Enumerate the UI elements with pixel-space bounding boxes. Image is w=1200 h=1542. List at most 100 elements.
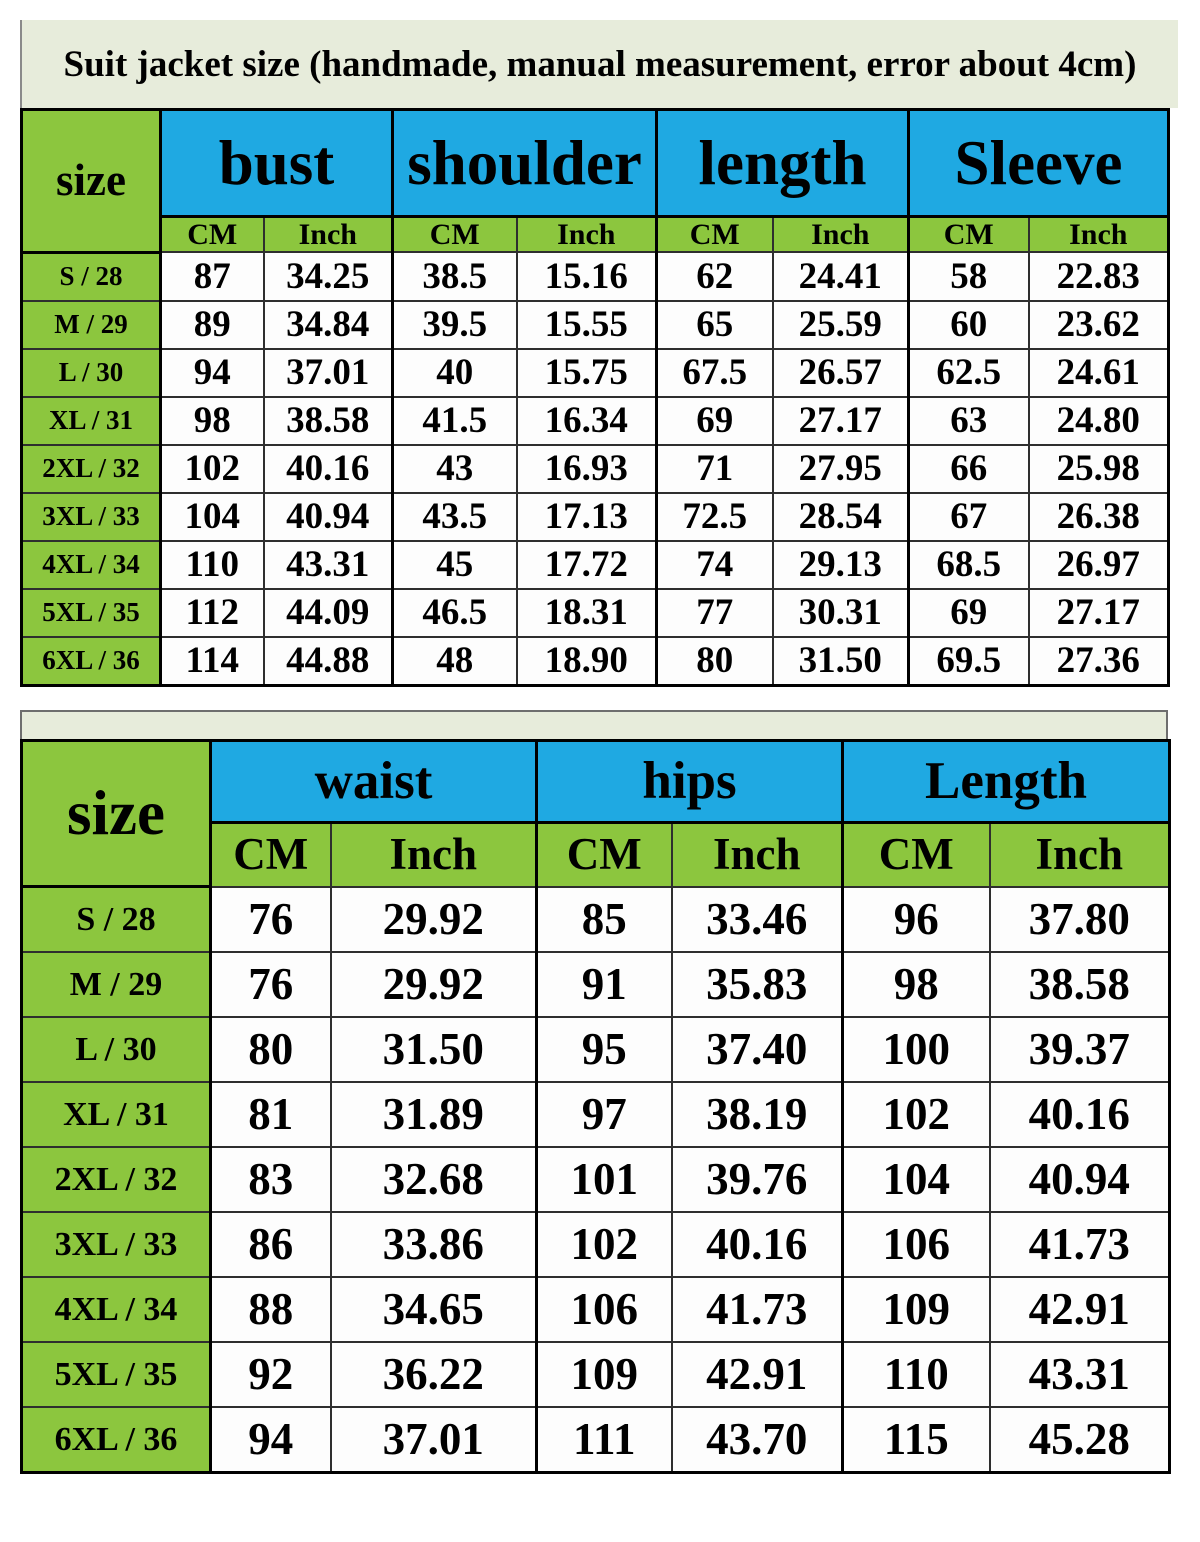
value-cell: 26.97	[1027, 539, 1170, 590]
value-cell: 92	[209, 1341, 332, 1408]
value-cell: 77	[655, 587, 774, 638]
value-cell: 16.93	[515, 443, 658, 494]
group-header-bust: bust	[158, 108, 394, 218]
value-cell: 39.5	[391, 299, 518, 350]
size-cell: M / 29	[20, 951, 212, 1018]
unit-header: CM	[907, 215, 1030, 253]
size-cell: M / 29	[20, 299, 162, 350]
value-cell: 41.5	[391, 395, 518, 446]
value-cell: 28.54	[771, 491, 910, 542]
value-cell: 110	[159, 539, 265, 590]
value-cell: 40.94	[988, 1146, 1171, 1213]
size-cell: 3XL / 33	[20, 1211, 212, 1278]
value-cell: 18.31	[515, 587, 658, 638]
size-cell: 4XL / 34	[20, 1276, 212, 1343]
value-cell: 38.5	[391, 251, 518, 302]
value-cell: 34.84	[262, 299, 394, 350]
value-cell: 44.09	[262, 587, 394, 638]
value-cell: 16.34	[515, 395, 658, 446]
unit-header: Inch	[329, 821, 538, 888]
value-cell: 17.13	[515, 491, 658, 542]
value-cell: 25.98	[1027, 443, 1170, 494]
value-cell: 29.13	[771, 539, 910, 590]
value-cell: 33.86	[329, 1211, 538, 1278]
value-cell: 48	[391, 635, 518, 686]
value-cell: 95	[535, 1016, 673, 1083]
value-cell: 96	[841, 885, 991, 953]
value-cell: 37.01	[329, 1406, 538, 1474]
value-cell: 27.36	[1027, 635, 1170, 686]
size-cell: 6XL / 36	[20, 1406, 212, 1474]
size-cell: 3XL / 33	[20, 491, 162, 542]
table-row: XL / 31 98 38.58 41.5 16.34 69 27.17 63 24.80	[20, 395, 1170, 446]
value-cell: 27.95	[771, 443, 910, 494]
value-cell: 44.88	[262, 635, 394, 686]
value-cell: 39.76	[670, 1146, 844, 1213]
value-cell: 87	[159, 251, 265, 302]
value-cell: 65	[655, 299, 774, 350]
value-cell: 40.16	[262, 443, 394, 494]
table-row: S / 28 76 29.92 85 33.46 96 37.80	[20, 885, 1171, 953]
value-cell: 91	[535, 951, 673, 1018]
value-cell: 29.92	[329, 951, 538, 1018]
value-cell: 114	[159, 635, 265, 686]
value-cell: 38.58	[262, 395, 394, 446]
value-cell: 98	[159, 395, 265, 446]
table-row: S / 28 87 34.25 38.5 15.16 62 24.41 58 22.83	[20, 251, 1170, 302]
value-cell: 17.72	[515, 539, 658, 590]
table-row: 6XL / 36 114 44.88 48 18.90 80 31.50 69.5 27.36	[20, 635, 1170, 686]
value-cell: 25.59	[771, 299, 910, 350]
value-cell: 63	[907, 395, 1030, 446]
value-cell: 36.22	[329, 1341, 538, 1408]
value-cell: 34.65	[329, 1276, 538, 1343]
value-cell: 46.5	[391, 587, 518, 638]
value-cell: 41.73	[670, 1276, 844, 1343]
value-cell: 38.58	[988, 951, 1171, 1018]
group-header-length: Length	[840, 739, 1171, 824]
value-cell: 43.31	[262, 539, 394, 590]
value-cell: 42.91	[670, 1341, 844, 1408]
value-cell: 45.28	[988, 1406, 1171, 1474]
value-cell: 37.01	[262, 347, 394, 398]
value-cell: 98	[841, 951, 991, 1018]
unit-header: CM	[391, 215, 518, 253]
unit-header-row: CM Inch CM Inch CM Inch CM Inch	[22, 215, 1170, 253]
value-cell: 101	[535, 1146, 673, 1213]
size-cell: 2XL / 32	[20, 443, 162, 494]
value-cell: 43	[391, 443, 518, 494]
table-row: 6XL / 36 94 37.01 111 43.70 115 45.28	[20, 1406, 1171, 1474]
value-cell: 23.62	[1027, 299, 1170, 350]
size-cell: XL / 31	[20, 1081, 212, 1148]
value-cell: 100	[841, 1016, 991, 1083]
value-cell: 66	[907, 443, 1030, 494]
value-cell: 74	[655, 539, 774, 590]
group-header-waist: waist	[209, 739, 538, 824]
value-cell: 33.46	[670, 885, 844, 953]
value-cell: 35.83	[670, 951, 844, 1018]
unit-header: Inch	[1027, 215, 1170, 253]
unit-header: Inch	[670, 821, 844, 888]
value-cell: 31.89	[329, 1081, 538, 1148]
size-column-header: size	[20, 739, 212, 888]
value-cell: 45	[391, 539, 518, 590]
table-row: 5XL / 35 112 44.09 46.5 18.31 77 30.31 69 27.17	[20, 587, 1170, 638]
size-cell: 6XL / 36	[20, 635, 162, 686]
size-cell: S / 28	[20, 885, 212, 953]
page-title: Suit jacket size (handmade, manual measu…	[20, 20, 1178, 108]
group-header-shoulder: shoulder	[391, 108, 658, 218]
jacket-size-table: size bust shoulder length Sleeve CM Inch C…	[20, 108, 1171, 687]
value-cell: 106	[535, 1276, 673, 1343]
value-cell: 29.92	[329, 885, 538, 953]
unit-header: CM	[209, 821, 332, 888]
size-cell: 5XL / 35	[20, 1341, 212, 1408]
value-cell: 43.5	[391, 491, 518, 542]
value-cell: 22.83	[1027, 251, 1170, 302]
size-cell: XL / 31	[20, 395, 162, 446]
value-cell: 40.94	[262, 491, 394, 542]
unit-header: CM	[535, 821, 673, 888]
table-row: 4XL / 34 110 43.31 45 17.72 74 29.13 68.5 26.97	[20, 539, 1170, 590]
value-cell: 94	[209, 1406, 332, 1474]
table-row: L / 30 94 37.01 40 15.75 67.5 26.57 62.5 24.61	[20, 347, 1170, 398]
unit-header: Inch	[262, 215, 394, 253]
table-row: 2XL / 32 83 32.68 101 39.76 104 40.94	[20, 1146, 1171, 1213]
